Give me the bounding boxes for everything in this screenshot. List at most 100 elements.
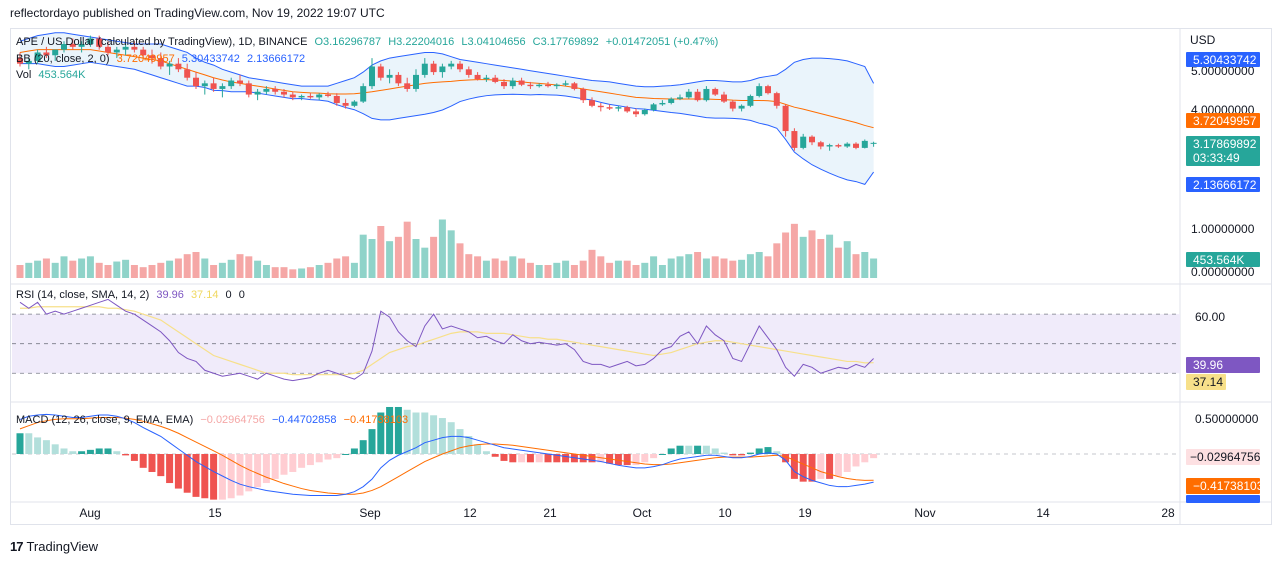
volume-bar	[526, 262, 534, 278]
rsi-ma-badge-bg	[1186, 374, 1226, 390]
candle-body	[571, 83, 578, 89]
volume-bar	[421, 247, 429, 278]
signal-badge-bg	[1186, 478, 1260, 494]
volume-bar	[685, 254, 693, 278]
candle-body	[668, 98, 675, 103]
candle-body	[157, 58, 164, 67]
candle-body	[624, 107, 631, 112]
volume-bar	[843, 241, 851, 278]
macd-histogram-bar	[500, 454, 508, 461]
candle-body	[703, 88, 710, 101]
bb-lower-badge-text: 2.13666172	[1193, 178, 1257, 192]
macd-histogram-bar	[236, 454, 244, 496]
volume-bar	[588, 249, 596, 278]
candle-body	[448, 63, 455, 67]
macd-histogram-bar	[359, 440, 367, 454]
candle-body	[694, 91, 701, 101]
macd-badge-bg	[1186, 495, 1260, 503]
macd-histogram-bar	[148, 454, 156, 472]
macd-histogram-bar	[60, 448, 68, 454]
volume-bar	[482, 260, 490, 278]
bb-basis-badge: 3.72049957	[1186, 113, 1260, 128]
price-tick: 5.00000000	[1191, 64, 1255, 78]
volume-bar	[623, 260, 631, 278]
grid-lines	[10, 28, 1272, 525]
close-value: C3.17769892	[532, 36, 599, 48]
macd-histogram-bar	[113, 451, 121, 454]
candle-body	[677, 97, 683, 99]
candle-body	[289, 94, 296, 98]
candle-body	[729, 101, 736, 109]
candle-body	[369, 66, 375, 87]
volume-bar	[738, 259, 746, 278]
volume-bar	[852, 254, 860, 278]
macd-badge	[1186, 495, 1260, 503]
volume-bar	[350, 262, 358, 278]
candle-body	[685, 91, 692, 98]
macd-histogram-bar	[280, 454, 288, 475]
candle-body	[483, 77, 490, 80]
bb-lower-badge-bg	[1186, 177, 1260, 192]
macd-histogram-bar	[227, 454, 235, 499]
macd-hist-badge-bg	[1186, 449, 1260, 465]
volume-legend: Vol 453.564K	[16, 69, 89, 81]
macd-line	[19, 413, 874, 496]
high-value: H3.22204016	[388, 36, 455, 48]
macd-histogram-bar	[298, 454, 306, 468]
volume-bar	[606, 262, 614, 278]
main-legend: APE / US Dollar (calculated by TradingVi…	[16, 36, 722, 48]
volume-label: Vol	[16, 69, 32, 81]
date-label: Nov	[914, 506, 935, 520]
bb-upper-line	[19, 32, 875, 88]
macd-histogram-bar	[834, 454, 842, 477]
tradingview-logo-icon: 17	[10, 539, 24, 554]
volume-bar	[403, 221, 411, 278]
volume-bar	[148, 265, 156, 278]
candle-body	[404, 83, 411, 89]
macd-histogram-bar	[16, 433, 24, 454]
footer-brand[interactable]: 17 TradingView	[10, 539, 98, 554]
volume-bar	[834, 247, 842, 278]
candles	[17, 35, 877, 151]
volume-badge: 453.564K	[1186, 252, 1260, 267]
macd-histogram-bar	[738, 454, 746, 456]
volume-bar	[826, 234, 834, 278]
candle-body	[870, 142, 877, 144]
macd-histogram-bar	[746, 452, 754, 454]
macd-histogram-bar	[790, 454, 798, 479]
volume-bar	[755, 252, 763, 278]
candle-body	[413, 74, 419, 89]
volume-bar	[641, 262, 649, 278]
macd-histogram-bar	[562, 454, 570, 463]
candle-body	[184, 69, 191, 78]
macd-histogram-bar	[289, 454, 297, 472]
candle-body	[589, 100, 595, 106]
rsi-ma-badge-text: 37.14	[1193, 375, 1223, 389]
macd-histogram-bar	[588, 454, 596, 463]
candle-body	[430, 63, 437, 73]
rsi-badge: 39.96	[1186, 357, 1260, 373]
macd-histogram-bar	[271, 454, 279, 479]
candle-body	[721, 94, 727, 102]
macd-histogram-bar	[518, 454, 526, 463]
volume-bar	[342, 256, 350, 278]
macd-histogram-bar	[509, 454, 517, 463]
macd-histogram-bar	[826, 454, 834, 479]
candle-body	[281, 91, 287, 95]
candle-body	[166, 63, 173, 67]
volume-bar	[535, 265, 543, 278]
volume-bar	[870, 258, 878, 278]
macd-histogram-bar	[192, 454, 200, 497]
macd-histogram-bar	[632, 454, 640, 466]
candle-body	[140, 49, 147, 56]
volume-bar	[790, 223, 798, 278]
candle-body	[377, 66, 384, 78]
volume-bar	[447, 230, 455, 278]
macd-histogram-bar	[254, 454, 262, 488]
volume-bar	[729, 260, 737, 278]
macd-label: MACD (12, 26, close, 9, EMA, EMA)	[16, 414, 194, 426]
rsi-label: RSI (14, close, SMA, 14, 2)	[16, 289, 150, 301]
candle-body	[835, 145, 842, 147]
macd-histogram-bar	[667, 448, 675, 454]
